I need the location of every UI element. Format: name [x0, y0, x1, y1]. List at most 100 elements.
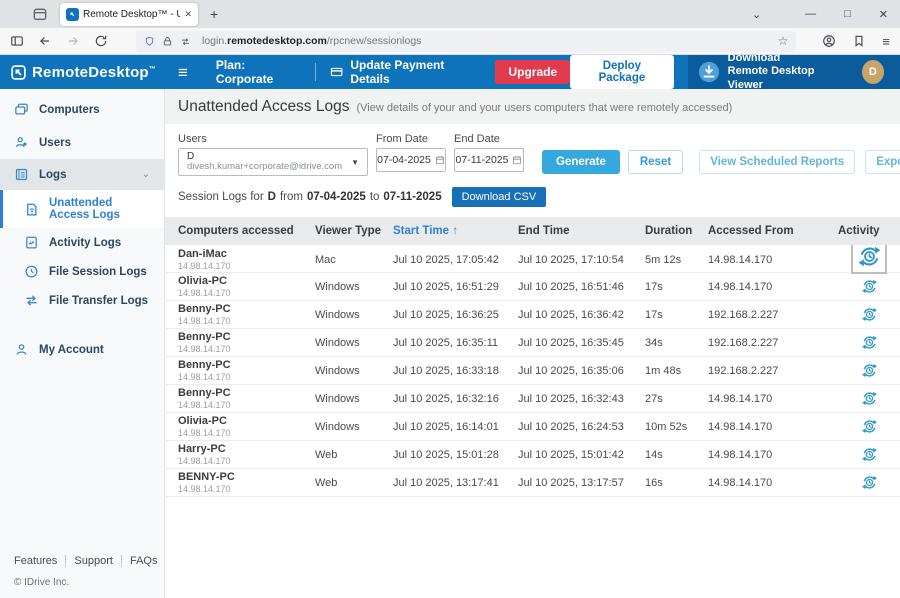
- close-window-button[interactable]: ✕: [878, 8, 888, 21]
- dropdown-caret-icon: ▼: [351, 157, 359, 167]
- permissions-toggle-icon[interactable]: [180, 36, 191, 47]
- end-time: Jul 10 2025, 16:35:06: [518, 364, 624, 377]
- table-row: Benny-PC 14.98.14.170 Windows Jul 10 202…: [165, 357, 900, 385]
- computer-ip: 14.98.14.170: [178, 343, 231, 354]
- browser-tab[interactable]: Remote Desktop™ - Unattende ✕: [60, 2, 198, 26]
- user-avatar[interactable]: D: [861, 60, 884, 84]
- viewer-type: Windows: [315, 364, 360, 377]
- reload-icon[interactable]: [94, 34, 108, 48]
- activity-history-button[interactable]: [861, 418, 878, 435]
- session-to-date: 07-11-2025: [383, 191, 442, 203]
- back-icon[interactable]: [38, 34, 52, 48]
- activity-history-button[interactable]: [861, 362, 878, 379]
- users-label: Users: [178, 133, 207, 145]
- table-row: Benny-PC 14.98.14.170 Windows Jul 10 202…: [165, 301, 900, 329]
- export-csv-button[interactable]: Export as CSV: [865, 150, 900, 174]
- brand-logo[interactable]: RemoteDesktop™: [10, 64, 156, 81]
- sidebar-item-file-session-logs[interactable]: File Session Logs: [0, 257, 164, 286]
- url-bar[interactable]: login.remotedesktop.com/rpcnew/sessionlo…: [136, 30, 797, 52]
- session-history-icon: [861, 475, 877, 490]
- from-date-label: From Date: [376, 133, 428, 145]
- update-payment-button[interactable]: Update Payment Details: [330, 58, 479, 86]
- table-row: Dan-iMac 14.98.14.170 Mac Jul 10 2025, 1…: [165, 245, 900, 274]
- download-viewer-label: Download Remote Desktop Viewer: [727, 52, 815, 91]
- sidebar-item-file-transfer-logs[interactable]: File Transfer Logs: [0, 286, 164, 315]
- duration: 10m 52s: [645, 420, 688, 433]
- end-time: Jul 10 2025, 17:10:54: [518, 253, 624, 266]
- footer-link-features[interactable]: Features: [14, 555, 58, 567]
- tab-title: Remote Desktop™ - Unattende: [83, 8, 181, 20]
- users-dropdown[interactable]: D divesh.kumar+corporate@idrive.com ▼: [178, 148, 368, 176]
- sidebar-item-computers[interactable]: Computers: [0, 93, 164, 126]
- deploy-package-button[interactable]: Deploy Package: [570, 55, 674, 89]
- table-row: Harry-PC 14.98.14.170 Web Jul 10 2025, 1…: [165, 441, 900, 469]
- computer-name: Benny-PC: [178, 387, 231, 399]
- table-header: Computers accessed Viewer Type Start Tim…: [165, 217, 900, 245]
- sidebar-item-users[interactable]: Users: [0, 126, 164, 159]
- footer-link-support[interactable]: Support: [65, 555, 121, 567]
- accessed-from: 192.168.2.227: [708, 336, 779, 349]
- firefox-view-icon[interactable]: [32, 6, 48, 22]
- session-history-icon: [858, 246, 880, 266]
- activity-history-button[interactable]: [851, 245, 887, 274]
- computer-name: Dan-iMac: [178, 248, 227, 260]
- activity-history-button[interactable]: [861, 446, 878, 463]
- duration: 34s: [645, 336, 663, 349]
- end-date-input[interactable]: 07-11-2025: [454, 148, 524, 172]
- table-row: BENNY-PC 14.98.14.170 Web Jul 10 2025, 1…: [165, 469, 900, 497]
- session-history-icon: [861, 447, 877, 462]
- download-viewer-button[interactable]: Download Remote Desktop Viewer D: [687, 52, 900, 91]
- start-time: Jul 10 2025, 16:35:11: [393, 336, 498, 349]
- computer-name: Benny-PC: [178, 331, 231, 343]
- minimize-button[interactable]: —: [805, 8, 817, 20]
- activity-history-button[interactable]: [861, 390, 878, 407]
- footer-link-faqs[interactable]: FAQs: [120, 555, 166, 567]
- activity-history-button[interactable]: [861, 474, 878, 491]
- account-icon[interactable]: [822, 34, 836, 48]
- sidebar-section-logs[interactable]: Logs ⌄: [0, 159, 164, 190]
- new-tab-button[interactable]: +: [210, 6, 219, 22]
- extensions-icon[interactable]: [852, 34, 866, 48]
- session-history-icon: [861, 307, 877, 322]
- sidebar-item-unattended-access-logs[interactable]: Unattended Access Logs: [0, 190, 164, 228]
- activity-history-button[interactable]: [861, 334, 878, 351]
- col-duration: Duration: [645, 225, 693, 237]
- unattended-logs-icon: [27, 203, 37, 215]
- viewer-type: Mac: [315, 253, 336, 266]
- col-accessed-from: Accessed From: [708, 225, 794, 237]
- end-time: Jul 10 2025, 16:36:42: [518, 308, 624, 321]
- report-actions: View Scheduled Reports Export as CSV: [699, 150, 900, 174]
- tab-close-icon[interactable]: ✕: [184, 8, 192, 19]
- menu-icon[interactable]: ≡: [882, 33, 890, 49]
- forward-icon[interactable]: [66, 34, 80, 48]
- computer-ip: 14.98.14.170: [178, 483, 231, 494]
- accessed-from: 192.168.2.227: [708, 308, 779, 321]
- from-date-input[interactable]: 07-04-2025: [376, 148, 446, 172]
- generate-button[interactable]: Generate: [542, 150, 620, 174]
- tracking-shield-icon[interactable]: [144, 36, 155, 47]
- from-date-group: From Date 07-04-2025: [376, 133, 446, 172]
- remotedesktop-logo-icon: [10, 64, 27, 81]
- accessed-from: 192.168.2.227: [708, 364, 779, 377]
- tab-list-chevron-icon[interactable]: ⌄: [751, 8, 762, 21]
- activity-history-button[interactable]: [861, 306, 878, 323]
- accessed-from: 14.98.14.170: [708, 420, 773, 433]
- sidebar-toggle-icon[interactable]: [10, 34, 24, 48]
- selected-user-email: divesh.kumar+corporate@idrive.com: [187, 161, 343, 173]
- maximize-button[interactable]: □: [844, 8, 851, 20]
- reset-button[interactable]: Reset: [627, 150, 684, 174]
- app-menu-icon[interactable]: ≡: [178, 62, 188, 82]
- upgrade-button[interactable]: Upgrade: [495, 60, 571, 84]
- lock-icon[interactable]: [162, 36, 173, 47]
- window-controls: ⌄ — □ ✕: [752, 8, 900, 21]
- sidebar-item-activity-logs[interactable]: Activity Logs: [0, 228, 164, 257]
- computer-name: Olivia-PC: [178, 415, 227, 427]
- view-scheduled-reports-button[interactable]: View Scheduled Reports: [699, 150, 856, 174]
- activity-history-button[interactable]: [861, 278, 878, 295]
- logs-icon: [15, 168, 28, 181]
- col-start-time-sort[interactable]: Start Time ↑: [393, 225, 458, 237]
- download-csv-button[interactable]: Download CSV: [451, 187, 547, 207]
- file-session-logs-icon: [25, 265, 38, 278]
- bookmark-star-icon[interactable]: ☆: [777, 34, 789, 48]
- sidebar-item-my-account[interactable]: My Account: [0, 333, 164, 366]
